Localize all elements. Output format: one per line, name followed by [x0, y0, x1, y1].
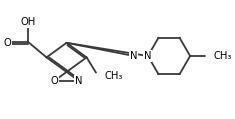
Text: CH₃: CH₃	[214, 51, 232, 61]
Text: O: O	[50, 76, 58, 86]
Text: CH₃: CH₃	[104, 71, 122, 81]
Text: O: O	[4, 38, 12, 48]
Text: N: N	[130, 51, 138, 61]
Text: N: N	[144, 51, 152, 61]
Text: OH: OH	[21, 17, 36, 27]
Text: N: N	[144, 51, 152, 61]
Text: N: N	[75, 76, 83, 86]
